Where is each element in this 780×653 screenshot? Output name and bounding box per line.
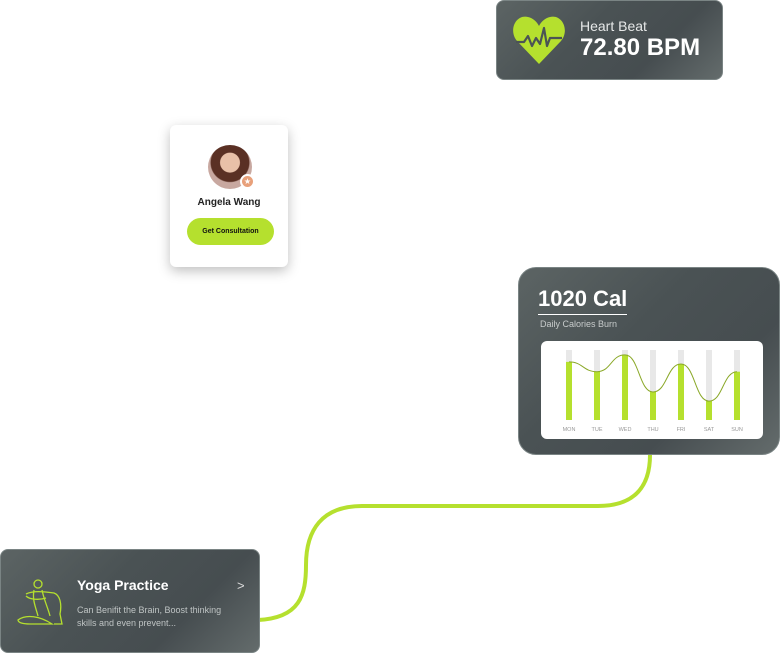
bar-mon	[566, 361, 572, 420]
x-tick-label: THU	[647, 427, 658, 433]
x-tick-label: TUE	[592, 427, 603, 433]
bar-sun	[734, 371, 740, 420]
calories-value: 1020 Cal	[538, 286, 628, 315]
yoga-title: Yoga Practice	[77, 577, 169, 593]
yoga-practice-card[interactable]: Yoga Practice Can Benifit the Brain, Boo…	[0, 549, 260, 653]
x-tick-label: MON	[563, 427, 576, 433]
bar-track	[706, 350, 712, 420]
bar-sat	[706, 401, 712, 420]
trend-line	[568, 354, 738, 402]
chevron-right-icon[interactable]: >	[237, 578, 245, 593]
heart-beat-label: Heart Beat	[580, 18, 647, 34]
bar-track	[650, 350, 656, 420]
calories-chart: MON TUE WED THU FRI SAT SUN	[541, 341, 763, 439]
heart-pulse-icon	[513, 16, 565, 65]
heart-beat-card: Heart Beat 72.80 BPM	[496, 0, 723, 80]
calories-card: 1020 Cal Daily Calories Burn MON TUE WED TH…	[518, 267, 780, 455]
x-tick-label: SUN	[731, 427, 743, 433]
bar-fri	[678, 364, 684, 420]
bar-thu	[650, 392, 656, 420]
x-tick-label: FRI	[677, 427, 686, 433]
x-tick-label: SAT	[704, 427, 715, 433]
yoga-pose-icon	[17, 579, 63, 625]
star-icon: ★	[240, 174, 255, 189]
calories-subtitle: Daily Calories Burn	[540, 319, 618, 329]
bar-wed	[622, 354, 628, 420]
profile-name: Angela Wang	[197, 197, 261, 208]
profile-card: ★ Angela Wang Get Consultation	[170, 125, 288, 267]
yoga-description: Can Benifit the Brain, Boost thinking sk…	[77, 605, 222, 628]
heart-beat-value: 72.80 BPM	[580, 34, 701, 61]
bar-tue	[594, 371, 600, 420]
get-consultation-button[interactable]: Get Consultation	[187, 218, 274, 245]
x-tick-label: WED	[619, 427, 632, 433]
